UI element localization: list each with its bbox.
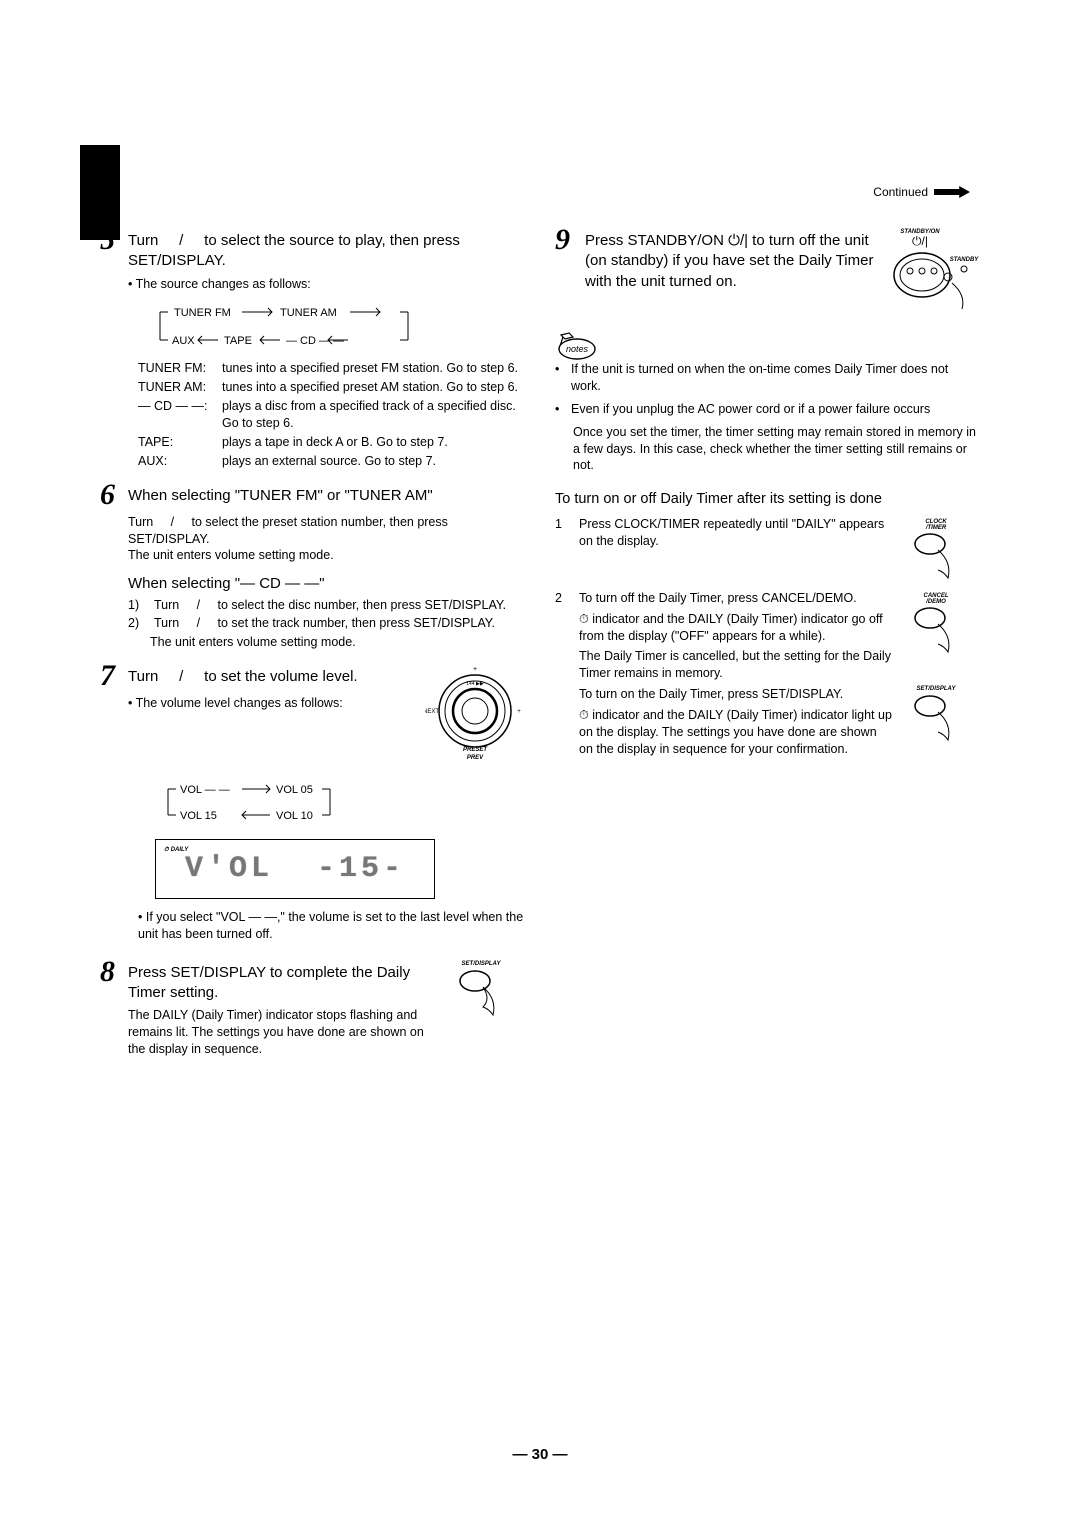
- svg-text:TAPE: TAPE: [224, 335, 252, 347]
- right-steps: 1 Press CLOCK/TIMER repeatedly until "DA…: [555, 516, 980, 758]
- volume-chain-diagram: VOL — — VOL 05 VOL 15 VOL 10: [160, 779, 525, 827]
- jog-dial-icon: + NEXT + PREV PRESET 144 ▶▶: [425, 661, 525, 761]
- lcd-display: ⏱DAILY V′OL -15-: [155, 839, 435, 899]
- cancel-demo-button-icon: CANCEL /DEMO: [908, 590, 980, 656]
- notes-icon: notes: [555, 331, 980, 361]
- continued-arrow-icon: [934, 186, 970, 198]
- svg-text:AUX: AUX: [172, 335, 195, 347]
- step7-note: • If you select "VOL — —," the volume is…: [138, 909, 525, 943]
- step-number: 8: [100, 957, 122, 987]
- step7-bullet: • The volume level changes as follows:: [128, 695, 415, 712]
- svg-text:/TIMER: /TIMER: [925, 525, 947, 531]
- note-paragraph: Once you set the timer, the timer settin…: [573, 424, 980, 475]
- svg-text:VOL 05: VOL 05: [276, 784, 313, 796]
- note-bullet: • If the unit is turned on when the on-t…: [555, 361, 980, 395]
- svg-text:STANDBY: STANDBY: [950, 257, 980, 263]
- set-display-button-icon: SET/DISPLAY: [453, 957, 525, 1058]
- svg-text:notes: notes: [566, 344, 589, 354]
- note-bullet: • Even if you unplug the AC power cord o…: [555, 401, 980, 418]
- right-column: 9 Press STANDBY/ON ⏻/| to turn off the u…: [555, 225, 980, 1058]
- set-display-button-icon: SET/DISPLAY: [908, 682, 980, 748]
- step6-p1: Turn / to select the preset station numb…: [128, 514, 525, 548]
- svg-text:SET/DISPLAY: SET/DISPLAY: [917, 686, 957, 692]
- right-step-2: 2 To turn off the Daily Timer, press CAN…: [555, 590, 980, 758]
- continued-text: Continued: [873, 185, 928, 199]
- svg-text:+: +: [473, 666, 477, 673]
- left-column: 5 Turn / to select the source to play, t…: [100, 225, 525, 1058]
- manual-page: Continued 5 Turn / to select the source …: [0, 0, 1080, 1523]
- step5-bullet: • The source changes as follows:: [128, 276, 525, 293]
- step6-p2: The unit enters volume setting mode.: [128, 547, 525, 564]
- source-descriptions: TUNER FM:tunes into a specified preset F…: [138, 360, 525, 469]
- step-number: 9: [555, 225, 577, 255]
- lcd-text: V′OL -15-: [185, 849, 405, 890]
- step-7: 7 Turn / to set the volume level. • The …: [100, 661, 525, 761]
- svg-text:+: +: [517, 709, 521, 715]
- svg-text:TUNER FM: TUNER FM: [174, 307, 231, 319]
- svg-text:VOL 15: VOL 15: [180, 810, 217, 822]
- svg-text:NEXT: NEXT: [425, 709, 439, 715]
- side-tab: [80, 145, 120, 240]
- clock-timer-button-icon: CLOCK /TIMER: [908, 516, 980, 582]
- svg-text:144 ▶▶: 144 ▶▶: [466, 681, 484, 687]
- step-heading: Press SET/DISPLAY to complete the Daily …: [128, 957, 437, 1004]
- step-6: 6 When selecting "TUNER FM" or "TUNER AM…: [100, 480, 525, 510]
- step-heading: Press STANDBY/ON ⏻/| to turn off the uni…: [585, 225, 882, 292]
- step-9: 9 Press STANDBY/ON ⏻/| to turn off the u…: [555, 225, 980, 311]
- svg-text:TUNER AM: TUNER AM: [280, 307, 337, 319]
- lcd-daily-indicator: ⏱DAILY: [164, 846, 188, 854]
- step-8: 8 Press SET/DISPLAY to complete the Dail…: [100, 957, 525, 1058]
- right-subheading: To turn on or off Daily Timer after its …: [555, 490, 980, 510]
- standby-button-icon: STANDBY/ON ⏻/| STANDBY: [890, 225, 980, 311]
- step-number: 6: [100, 480, 122, 510]
- svg-text:PRESET: PRESET: [463, 747, 488, 753]
- continued-indicator: Continued: [873, 185, 970, 199]
- step-5: 5 Turn / to select the source to play, t…: [100, 225, 525, 272]
- step-heading: Turn / to select the source to play, the…: [128, 225, 525, 272]
- svg-text:— CD — —: — CD — —: [286, 335, 344, 347]
- svg-text:SET/DISPLAY: SET/DISPLAY: [462, 961, 502, 967]
- svg-text:/DEMO: /DEMO: [925, 599, 946, 605]
- page-number: — 30 —: [0, 1446, 1080, 1463]
- step6-p3: The unit enters volume setting mode.: [150, 634, 525, 651]
- step-number: 7: [100, 661, 122, 691]
- svg-text:PREV: PREV: [467, 755, 484, 761]
- svg-text:⏻/|: ⏻/|: [912, 234, 928, 248]
- source-chain-diagram: TUNER FM TUNER AM AUX TAPE — CD — —: [150, 300, 525, 352]
- svg-text:VOL 10: VOL 10: [276, 810, 313, 822]
- step-heading: Turn / to set the volume level.: [128, 661, 358, 687]
- svg-text:VOL — —: VOL — —: [180, 784, 230, 796]
- step6-list: 1) Turn / to select the disc number, the…: [128, 597, 525, 633]
- step8-body: The DAILY (Daily Timer) indicator stops …: [128, 1007, 437, 1058]
- step-heading: When selecting "TUNER FM" or "TUNER AM": [128, 480, 433, 506]
- right-step-1: 1 Press CLOCK/TIMER repeatedly until "DA…: [555, 516, 980, 582]
- step6-sub2: When selecting "— CD — —": [128, 574, 525, 594]
